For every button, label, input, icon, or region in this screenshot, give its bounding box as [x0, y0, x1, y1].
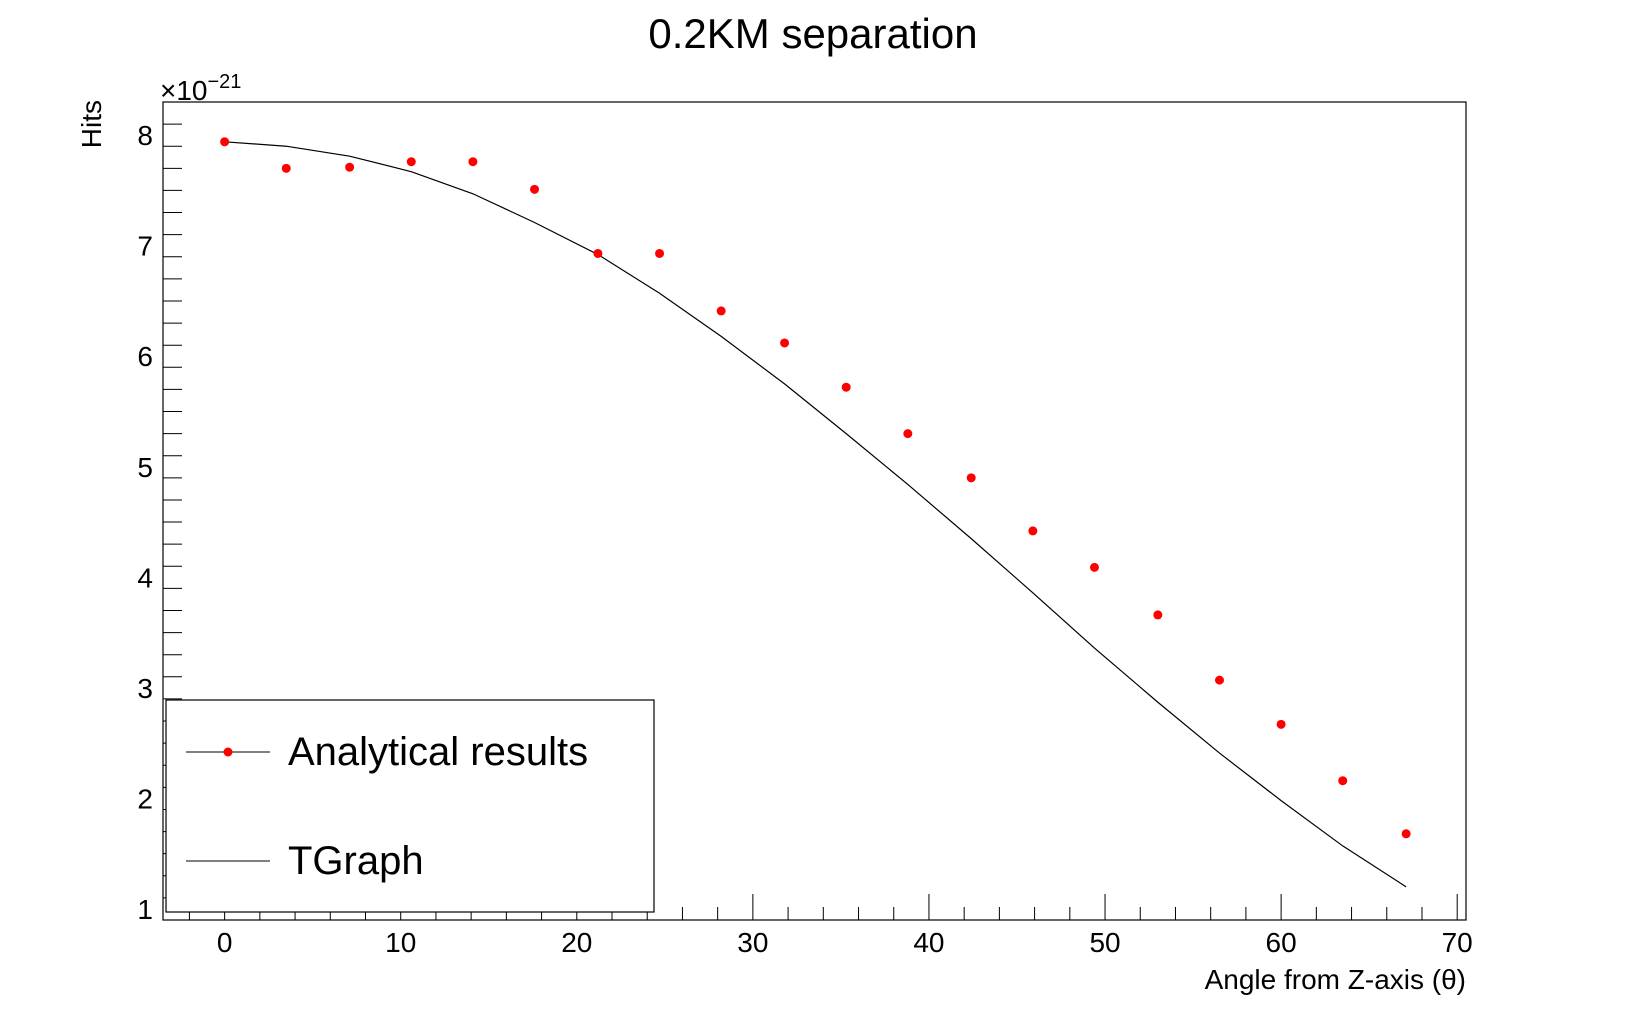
- data-point-analytical: [966, 473, 976, 483]
- legend-marker-analytical: [223, 747, 233, 757]
- y-exponent: ×10−21: [160, 71, 241, 106]
- data-point-analytical: [1153, 610, 1163, 620]
- data-point-analytical: [1089, 562, 1099, 572]
- x-tick-label: 30: [737, 927, 768, 958]
- series-layer: [220, 137, 1411, 888]
- chart-title: 0.2KM separation: [648, 10, 977, 57]
- data-point-analytical: [1401, 829, 1411, 839]
- data-point-analytical: [345, 162, 355, 172]
- x-axis-tick-labels: 0 10 20 30 40 50 60 70: [217, 927, 1473, 958]
- x-axis-label: Angle from Z-axis (θ): [1205, 964, 1466, 995]
- legend-label-analytical: Analytical results: [288, 730, 588, 774]
- y-tick-label: 4: [137, 562, 153, 593]
- data-point-analytical: [220, 137, 230, 147]
- x-tick-label: 60: [1266, 927, 1297, 958]
- data-point-analytical: [1214, 675, 1224, 685]
- data-point-analytical: [1276, 719, 1286, 729]
- legend: Analytical results TGraph: [165, 699, 655, 913]
- x-tick-label: 0: [217, 927, 233, 958]
- series-line-tgraph: [224, 141, 1407, 888]
- data-point-analytical: [780, 338, 790, 348]
- data-point-analytical: [468, 157, 478, 167]
- data-point-analytical: [281, 163, 291, 173]
- x-tick-label: 50: [1089, 927, 1120, 958]
- y-tick-label: 2: [137, 783, 153, 814]
- x-tick-label: 70: [1442, 927, 1473, 958]
- y-axis-tick-labels: 1 2 3 4 5 6 7 8: [137, 120, 153, 925]
- data-point-analytical: [841, 382, 851, 392]
- legend-label-tgraph: TGraph: [288, 839, 424, 883]
- y-exponent-power: −21: [208, 71, 242, 93]
- y-tick-label: 3: [137, 673, 153, 704]
- plot-frame: [162, 101, 1467, 921]
- data-point-analytical: [1028, 526, 1038, 536]
- y-tick-label: 1: [137, 894, 153, 925]
- legend-box: [165, 699, 655, 913]
- data-point-analytical: [655, 248, 665, 258]
- x-tick-label: 10: [385, 927, 416, 958]
- data-point-analytical: [1338, 776, 1348, 786]
- data-point-analytical: [593, 248, 603, 258]
- y-tick-label: 8: [137, 120, 153, 151]
- x-tick-label: 40: [913, 927, 944, 958]
- y-tick-label: 5: [137, 452, 153, 483]
- y-tick-label: 7: [137, 231, 153, 262]
- x-tick-label: 20: [561, 927, 592, 958]
- data-point-analytical: [530, 184, 540, 194]
- y-exponent-base: ×10: [160, 75, 208, 106]
- y-axis-label: Hits: [76, 100, 107, 148]
- data-point-analytical: [716, 306, 726, 316]
- data-point-analytical: [406, 157, 416, 167]
- data-point-analytical: [903, 429, 913, 439]
- y-tick-label: 6: [137, 341, 153, 372]
